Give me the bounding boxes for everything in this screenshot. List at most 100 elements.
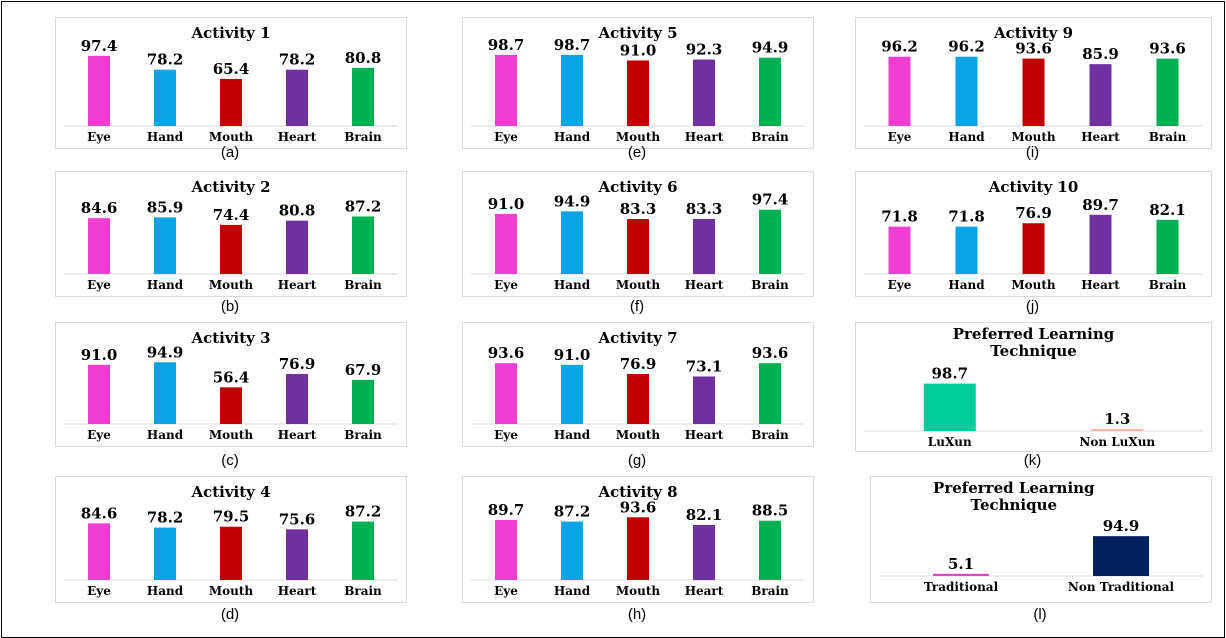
data-label: 96.2 <box>881 38 918 56</box>
subfigure-caption: (g) <box>627 452 647 469</box>
data-label: 78.2 <box>279 51 316 69</box>
data-label: 71.8 <box>881 208 918 226</box>
data-label: 84.6 <box>81 199 118 217</box>
bar-brain <box>1156 58 1179 126</box>
bar-chart: Activity 5 98.7 Eye 98.7 Hand 91.0 Mouth 92.3 He… <box>471 24 805 144</box>
data-label: 80.8 <box>279 202 316 220</box>
chart-title: Technique <box>990 342 1077 360</box>
bar-brain <box>759 363 781 424</box>
bar-mouth <box>627 60 649 127</box>
category-label: LuXun <box>928 435 972 449</box>
category-label: Brain <box>751 428 789 442</box>
data-label: 98.7 <box>931 365 968 383</box>
category-label: Hand <box>147 130 184 144</box>
category-label: Heart <box>685 130 724 144</box>
category-label: Brain <box>344 130 382 144</box>
category-label: Hand <box>554 130 591 144</box>
data-label: 92.3 <box>686 41 723 59</box>
category-label: Mouth <box>1011 278 1056 292</box>
bar-hand <box>561 364 583 424</box>
category-label: Hand <box>948 278 985 292</box>
bar-mouth <box>220 526 242 580</box>
bar-hand <box>955 226 978 274</box>
bar-hand <box>154 527 176 580</box>
bar-chart: Activity 3 91.0 Eye 94.9 Hand 56.4 Mouth 76.9 He… <box>64 329 398 442</box>
category-label: Non Traditional <box>1068 580 1175 594</box>
subfigure-caption: (e) <box>627 144 647 161</box>
data-label: 79.5 <box>213 508 250 526</box>
data-label: 80.8 <box>345 49 382 67</box>
data-label: 87.2 <box>554 503 591 521</box>
data-label: 94.9 <box>554 192 591 210</box>
category-label: Eye <box>87 584 111 598</box>
category-label: Hand <box>554 584 591 598</box>
bar-mouth <box>627 374 649 424</box>
data-label: 93.6 <box>1015 40 1052 58</box>
bar-eye <box>88 218 110 274</box>
data-label: 73.1 <box>686 357 723 375</box>
data-label: 97.4 <box>752 191 789 209</box>
bar-brain <box>352 521 374 580</box>
bar-heart <box>286 529 308 580</box>
data-label: 76.9 <box>279 355 316 373</box>
data-label: 76.9 <box>620 355 657 373</box>
data-label: 93.6 <box>620 498 657 516</box>
category-label: Non LuXun <box>1079 435 1155 449</box>
data-label: 94.9 <box>147 343 184 361</box>
chart-panel: Activity 4 84.6 Eye 78.2 Hand 79.5 Mouth 75.6 He… <box>55 476 407 603</box>
data-label: 91.0 <box>620 41 657 59</box>
subfigure-caption: (b) <box>220 298 240 315</box>
chart-panel: Activity 1 97.4 Eye 78.2 Hand 65.4 Mouth 78.2 He… <box>55 17 407 149</box>
bar-mouth <box>627 219 649 274</box>
category-label: Brain <box>751 278 789 292</box>
data-label: 71.8 <box>948 208 985 226</box>
data-label: 83.3 <box>620 200 657 218</box>
data-label: 76.9 <box>1015 204 1052 222</box>
category-label: Brain <box>751 130 789 144</box>
category-label: Hand <box>554 278 591 292</box>
chart-panel: Activity 3 91.0 Eye 94.9 Hand 56.4 Mouth 76.9 He… <box>55 322 407 447</box>
bar-heart <box>693 524 715 580</box>
data-label: 65.4 <box>213 60 250 78</box>
data-label: 83.3 <box>686 200 723 218</box>
bar-hand <box>154 69 176 126</box>
bar-heart <box>286 220 308 274</box>
data-label: 94.9 <box>752 39 789 57</box>
bar-eye <box>888 226 911 274</box>
chart-title: Activity 4 <box>190 483 270 501</box>
chart-panel: Activity 9 96.2 Eye 96.2 Hand 93.6 Mouth 85.9 He… <box>855 17 1212 149</box>
chart-title: Activity 1 <box>190 24 270 42</box>
category-label: Heart <box>685 428 724 442</box>
data-label: 89.7 <box>488 501 525 519</box>
data-label: 88.5 <box>752 502 789 520</box>
bar-mouth <box>1022 223 1045 274</box>
chart-panel: Preferred Learning Technique 98.7 LuXun 1.3 N… <box>855 322 1212 452</box>
bar-mouth <box>627 517 649 580</box>
category-label: Heart <box>278 278 317 292</box>
category-label: Brain <box>1149 130 1187 144</box>
data-label: 82.1 <box>686 506 723 524</box>
data-label: 97.4 <box>81 37 118 55</box>
bar-heart <box>1089 64 1112 126</box>
category-label: Heart <box>278 130 317 144</box>
bar-hand <box>561 211 583 274</box>
data-label: 93.6 <box>752 344 789 362</box>
bar-luxun <box>923 383 976 431</box>
subfigure-caption: (j) <box>1025 298 1040 315</box>
chart-title: Activity 2 <box>190 178 270 196</box>
category-label: Heart <box>278 584 317 598</box>
chart-title: Activity 6 <box>597 178 677 196</box>
category-label: Heart <box>1081 130 1120 144</box>
category-label: Mouth <box>616 428 661 442</box>
bar-chart: Activity 1071.8Eye71.8Hand76.9Mouth89.7H… <box>864 178 1203 292</box>
bar-eye <box>495 519 517 580</box>
bar-chart: Activity 7 93.6 Eye 91.0 Hand 76.9 Mouth 73.1 He… <box>471 329 805 442</box>
category-label: Mouth <box>209 428 254 442</box>
data-label: 85.9 <box>147 198 184 216</box>
bar-chart: Activity 9 96.2 Eye 96.2 Hand 93.6 Mouth 85.9 He… <box>864 24 1203 144</box>
category-label: Mouth <box>209 584 254 598</box>
category-label: Eye <box>494 278 518 292</box>
bar-heart <box>693 59 715 126</box>
bar-eye <box>495 54 517 126</box>
